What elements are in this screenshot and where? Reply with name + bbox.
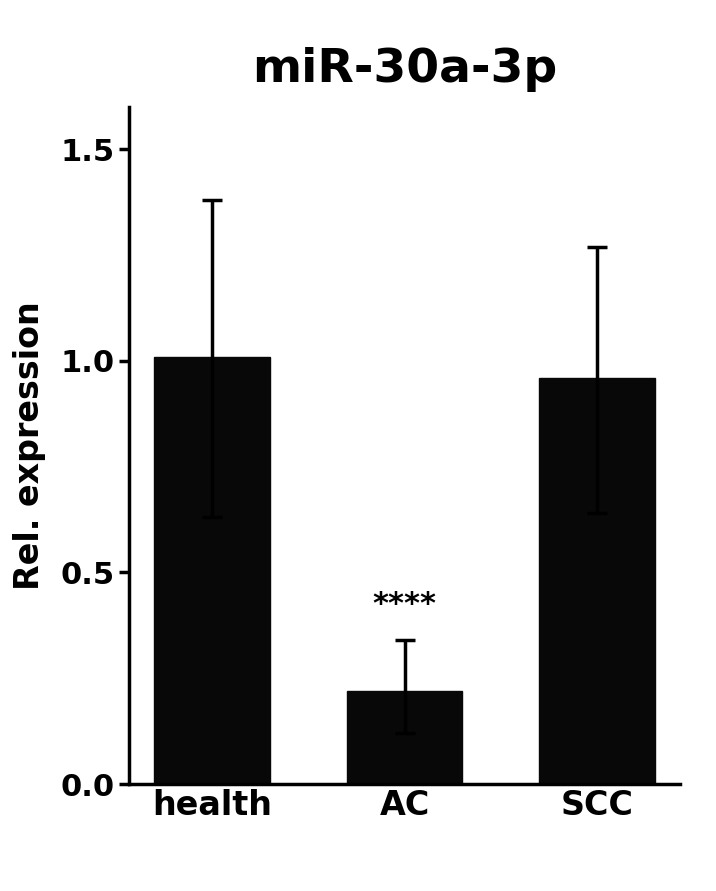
Bar: [347, 691, 463, 784]
Bar: [154, 356, 270, 784]
Title: miR-30a-3p: miR-30a-3p: [252, 47, 557, 92]
Bar: [539, 378, 655, 784]
Text: ****: ****: [372, 590, 437, 619]
Y-axis label: Rel. expression: Rel. expression: [14, 301, 47, 590]
